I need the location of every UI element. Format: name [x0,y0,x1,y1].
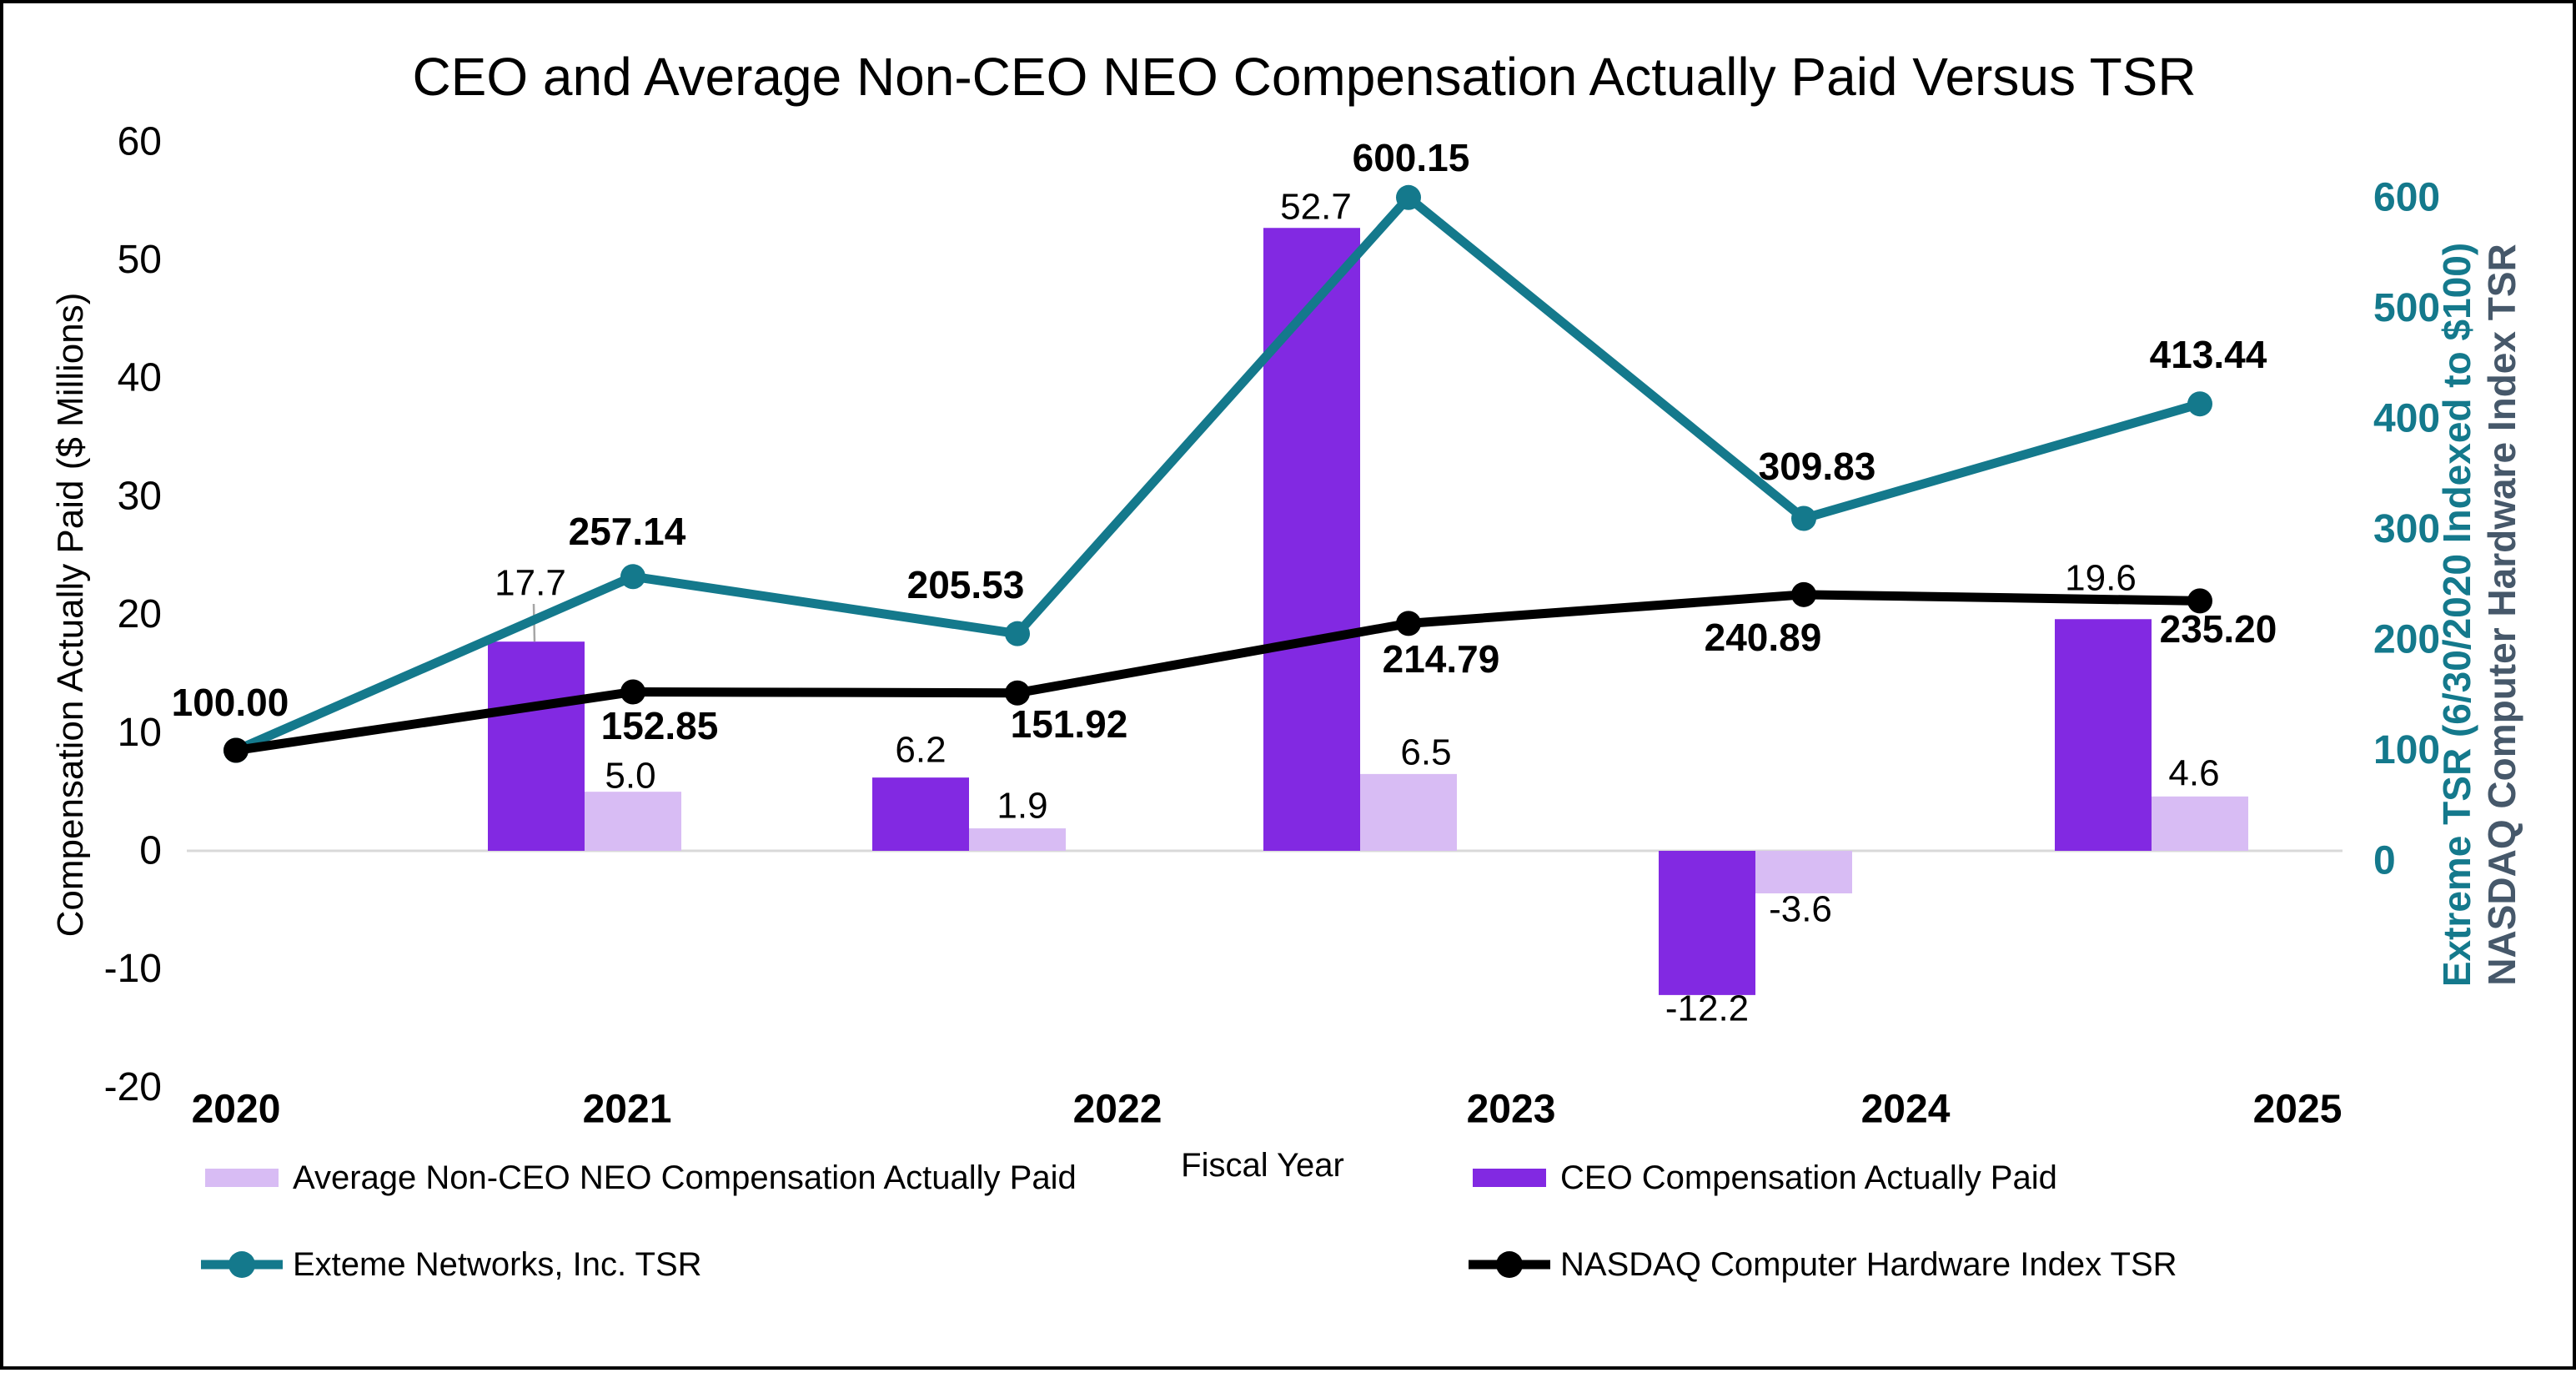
avg-neo-bar-2022 [969,828,1066,851]
nasdaq-tsr-line-marker-2021 [620,679,645,705]
left-axis-tick-40: 40 [118,356,162,400]
legend-item-1-swatch-icon [1473,1169,1546,1187]
legend-item-2-marker-icon [228,1251,255,1278]
right-axis-tick-100: 100 [2373,728,2440,772]
left-axis-tick-30: 30 [118,474,162,518]
ceo-bar-2022 [872,777,969,851]
legend-item-3-marker-icon [1496,1251,1523,1278]
avg-neo-bar-2021 [585,792,681,851]
avg-neo-bar-label-2025: 4.6 [2168,753,2219,794]
right-axis-tick-300: 300 [2373,507,2440,551]
chart-svg: CEO and Average Non-CEO NEO Compensation… [50,47,2523,1283]
ceo-bar-2025 [2055,619,2152,851]
extreme-tsr-line-marker-2021 [620,564,645,590]
right-axis-tick-0: 0 [2373,839,2396,883]
right-axis-tick-200: 200 [2373,618,2440,662]
extreme-tsr-line-label-2025: 413.44 [2150,333,2267,376]
x-axis-label-2022: 2022 [1073,1088,1162,1132]
nasdaq-tsr-line-label-2021: 152.85 [601,704,719,747]
extreme-tsr-line-label-2020: 100.00 [172,681,289,724]
right-axis-tick-600: 600 [2373,176,2440,220]
ceo-bar-label-2025: 19.6 [2065,558,2137,599]
nasdaq-tsr-line [231,590,2205,755]
ceo-bar-2024 [1659,851,1755,995]
right-axis-title-extreme: Extreme TSR (6/30/2020 Indexed to $100) [2435,243,2478,987]
left-axis-tick-10: 10 [118,711,162,755]
x-axis-label-2020: 2020 [192,1088,281,1132]
legend-item-0-swatch-icon [205,1169,279,1187]
x-axis-label-2025: 2025 [2253,1088,2343,1132]
avg-neo-bar-2024 [1755,851,1852,894]
avg-neo-bar-2023 [1360,773,1457,851]
avg-neo-bar-label-2021: 5.0 [605,756,655,797]
nasdaq-tsr-line-label-2022: 151.92 [1011,702,1128,746]
nasdaq-tsr-line-label-2023: 214.79 [1383,637,1500,681]
nasdaq-tsr-line-marker-2025 [2187,588,2212,614]
nasdaq-tsr-line-marker-2024 [1791,581,1816,607]
right-axis-tick-500: 500 [2373,286,2440,330]
extreme-tsr-line [231,193,2205,755]
avg-neo-bar-label-2023: 6.5 [1400,732,1451,773]
avg-neo-bar-2025 [2152,796,2248,851]
extreme-tsr-line-label-2024: 309.83 [1759,445,1876,488]
right-axis-title-nasdaq: NASDAQ Computer Hardware Index TSR [2480,244,2523,985]
ceo-bar-label-2022: 6.2 [895,730,946,771]
avg-neo-bar-label-2024: -3.6 [1769,889,1832,930]
legend-item-1-label: CEO Compensation Actually Paid [1560,1159,2057,1196]
extreme-tsr-line-marker-2022 [1005,621,1030,646]
left-axis-tick--10: -10 [104,947,162,991]
nasdaq-tsr-line-label-2024: 240.89 [1705,616,1822,659]
legend: Average Non-CEO NEO Compensation Actuall… [201,1159,2177,1283]
right-axis-tick-400: 400 [2373,397,2440,441]
left-axis-tick-50: 50 [118,238,162,282]
chart-title: CEO and Average Non-CEO NEO Compensation… [412,47,2196,107]
x-axis-label-2023: 2023 [1467,1088,1556,1132]
plot-area: 17.7 6.2 52.7 -12.2 19.6 5.0 1.9 6.5 -3.6 4.6 100.… [104,119,2440,1131]
left-axis-tick-60: 60 [118,119,162,163]
extreme-tsr-line-marker-2024 [1791,505,1816,531]
nasdaq-tsr-line-marker-2022 [1005,680,1030,706]
extreme-tsr-line-label-2022: 205.53 [907,563,1025,606]
left-axis-tick-20: 20 [118,592,162,636]
legend-item-0-label: Average Non-CEO NEO Compensation Actuall… [293,1159,1077,1196]
left-axis-tick--20: -20 [104,1065,162,1109]
avg-neo-bar-label-2022: 1.9 [997,786,1047,827]
ceo-bar-2021 [488,641,585,851]
x-axis-label-2024: 2024 [1861,1088,1951,1132]
extreme-tsr-line-marker-2023 [1396,184,1421,210]
nasdaq-tsr-line-marker-2020 [223,737,249,763]
nasdaq-tsr-line-marker-2023 [1396,611,1421,636]
ceo-bar-label-2023: 52.7 [1280,187,1352,228]
extreme-tsr-line-label-2023: 600.15 [1353,136,1470,179]
legend-item-3-label: NASDAQ Computer Hardware Index TSR [1560,1246,2177,1283]
x-axis-title: Fiscal Year [1181,1147,1344,1184]
x-axis-label-2021: 2021 [583,1088,672,1132]
ceo-bar-2023 [1263,228,1360,852]
left-axis-tick-0: 0 [139,829,162,873]
left-axis-title: Compensation Actually Paid ($ Millions) [50,293,91,938]
extreme-tsr-line-label-2021: 257.14 [569,510,686,553]
extreme-tsr-line-marker-2025 [2187,391,2212,417]
legend-item-2-label: Exteme Networks, Inc. TSR [293,1246,702,1283]
nasdaq-tsr-line-label-2025: 235.20 [2160,607,2277,651]
ceo-bar-label-2021: 17.7 [495,563,566,604]
ceo-bar-label-2024: -12.2 [1665,988,1749,1029]
